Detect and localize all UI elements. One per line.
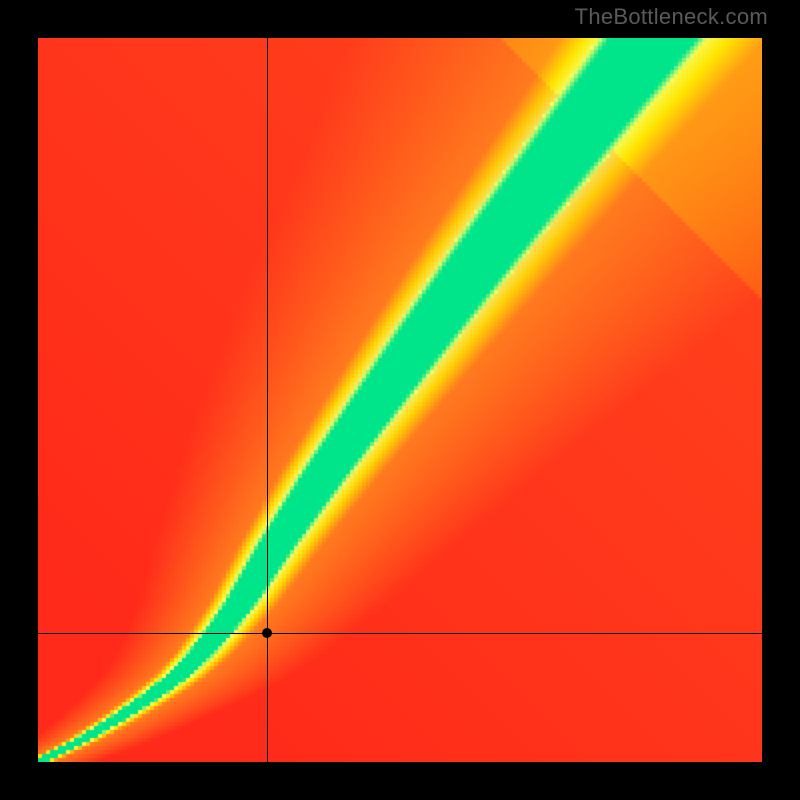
heatmap-plot-area <box>38 38 762 762</box>
heatmap-canvas <box>38 38 762 762</box>
watermark-text: TheBottleneck.com <box>575 4 768 30</box>
crosshair-vertical <box>267 38 268 762</box>
crosshair-horizontal <box>38 633 762 634</box>
crosshair-marker-dot <box>262 628 272 638</box>
